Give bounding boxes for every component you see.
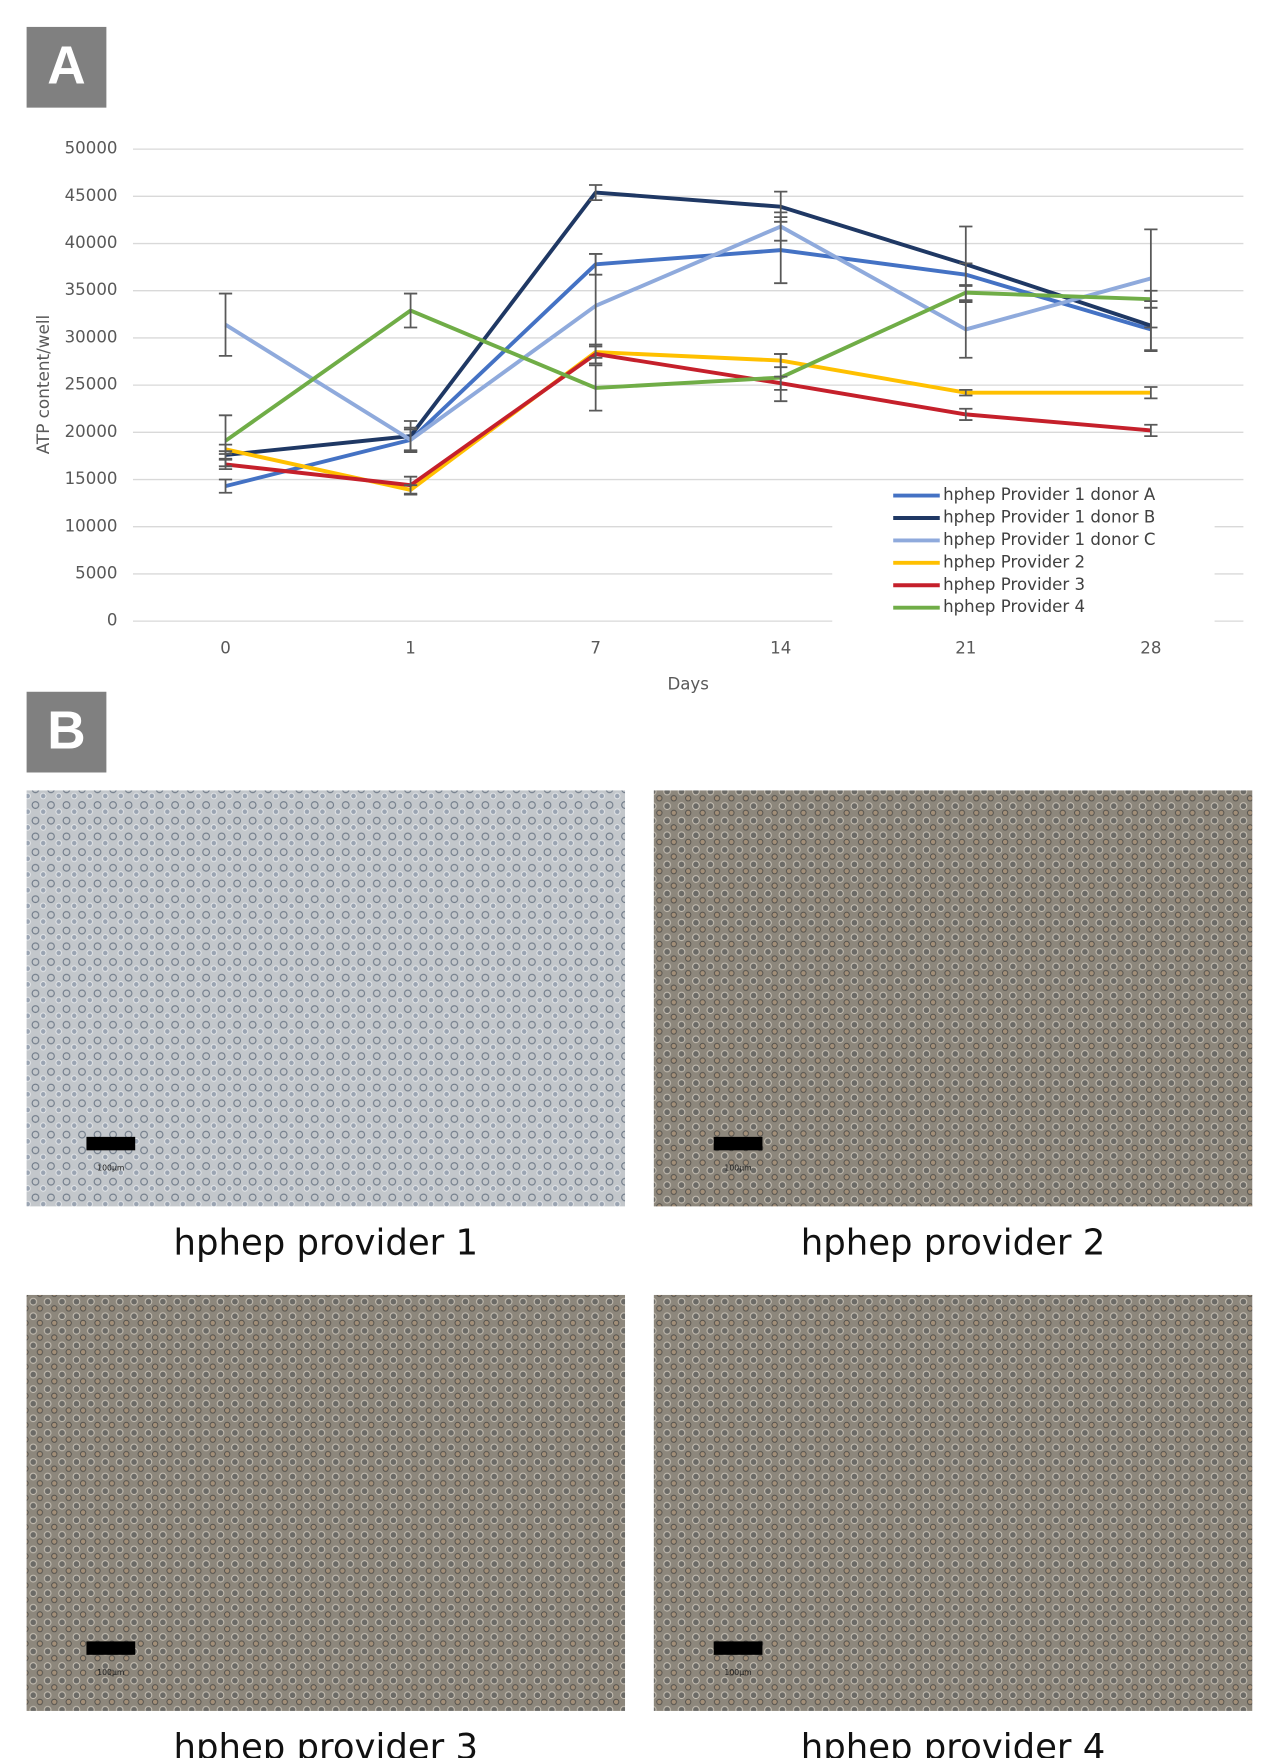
scale-bar: [86, 1641, 135, 1654]
y-tick-label: 0: [107, 610, 118, 630]
scale-bar: [86, 1137, 135, 1150]
y-tick-label: 25000: [65, 374, 118, 394]
legend-label: hphep Provider 2: [943, 551, 1085, 571]
chart: 0 5000 10000 15000 20000 25000 30000 35000 40000…: [33, 138, 1244, 694]
y-tick-label: 30000: [65, 326, 118, 346]
x-tick-label: 0: [220, 638, 231, 658]
scale-bar-label: 100µm: [724, 1163, 751, 1172]
x-tick-label: 21: [955, 638, 976, 658]
panel-label: A: [47, 36, 85, 95]
page: A B 0 5000 10000 15000 20000 25000 30000 35000 4…: [0, 0, 1270, 1758]
y-tick-label: 40000: [65, 232, 118, 252]
x-tick-label: 28: [1140, 638, 1161, 658]
panel-label: B: [47, 701, 85, 760]
scale-bar-label: 100µm: [724, 1668, 751, 1677]
scale-bar-label: 100µm: [97, 1668, 124, 1677]
y-axis-label: ATP content/well: [33, 315, 53, 454]
x-tick-label: 7: [590, 638, 601, 658]
micrographs: 100µm hphep provider 1 100µm hphep provider…: [27, 790, 1253, 1758]
image-caption: hphep provider 1: [174, 1222, 479, 1263]
series-line: [226, 352, 1151, 490]
y-tick-label: 50000: [65, 138, 118, 158]
legend-label: hphep Provider 1 donor C: [943, 529, 1155, 549]
y-tick-label: 15000: [65, 468, 118, 488]
legend-label: hphep Provider 1 donor B: [943, 506, 1155, 526]
x-tick-label: 14: [770, 638, 791, 658]
y-tick-label: 20000: [65, 421, 118, 441]
scale-bar: [714, 1137, 763, 1150]
legend-label: hphep Provider 1 donor A: [943, 484, 1156, 504]
series-line: [226, 193, 1151, 455]
image-caption: hphep provider 3: [174, 1727, 479, 1758]
y-tick-label: 10000: [65, 515, 118, 535]
series-line: [226, 354, 1151, 485]
y-tick-label: 5000: [75, 562, 117, 582]
scale-bar: [714, 1641, 763, 1654]
image-caption: hphep provider 2: [801, 1222, 1106, 1263]
figure: A B 0 5000 10000 15000 20000 25000 30000 35000 4…: [0, 0, 1270, 1758]
x-tick-label: 1: [405, 638, 416, 658]
image-caption: hphep provider 4: [801, 1727, 1106, 1758]
y-tick-label: 45000: [65, 185, 118, 205]
legend-label: hphep Provider 3: [943, 574, 1085, 594]
scale-bar-label: 100µm: [97, 1163, 124, 1172]
y-tick-label: 35000: [65, 279, 118, 299]
error-bar: [219, 294, 232, 356]
x-axis-label: Days: [667, 673, 708, 693]
legend-label: hphep Provider 4: [943, 596, 1085, 616]
